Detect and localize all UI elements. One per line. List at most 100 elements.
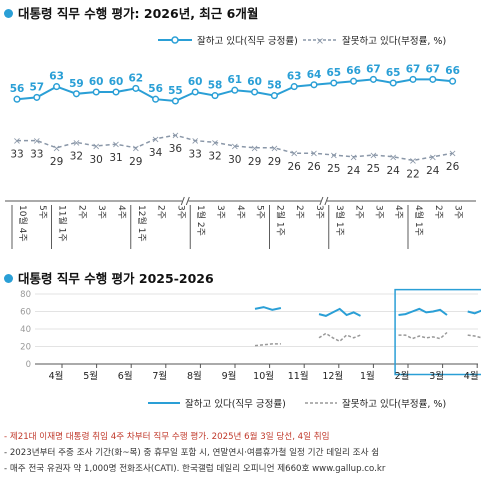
negative-point: × <box>191 136 199 147</box>
x-tick-label: 7월 <box>152 370 167 382</box>
positive-point <box>171 97 179 105</box>
negative-point: × <box>310 149 318 160</box>
bullet-dot-icon <box>4 274 13 283</box>
positive-data-label: 59 <box>69 78 84 90</box>
x-tick-label: 2주 <box>354 205 365 219</box>
positive-data-label: 56 <box>10 83 25 95</box>
negative-point: × <box>132 143 140 154</box>
x-tick-label: 5월 <box>83 370 98 382</box>
footnote-2: - 2023년부터 주중 조사 기간(화~목) 중 휴무일 포함 시, 연말연시… <box>4 448 380 458</box>
negative-data-label: 33 <box>30 149 43 161</box>
negative-data-label: 26 <box>307 161 321 173</box>
positive-data-label: 58 <box>267 80 282 92</box>
axis-break-mark <box>180 196 185 206</box>
x-tick-label: 3주 <box>215 205 226 219</box>
negative-data-label: 25 <box>367 163 380 175</box>
positive-data-label: 56 <box>148 83 163 95</box>
x-tick-label: 10월 <box>253 370 274 382</box>
x-tick-label: 9월 <box>222 370 237 382</box>
negative-data-label: 32 <box>70 150 83 162</box>
x-tick-label: 3월 <box>429 370 444 382</box>
negative-point: × <box>72 138 80 149</box>
positive-data-label: 67 <box>425 63 440 75</box>
negative-series-line <box>398 331 448 340</box>
x-tick-label: 2주 <box>76 205 87 219</box>
positive-point <box>409 75 417 83</box>
positive-point <box>231 86 239 94</box>
x-tick-label: 2월 <box>395 370 410 382</box>
x-tick-label: 10월 4주 <box>17 205 29 242</box>
negative-series-line <box>254 343 281 347</box>
negative-point: × <box>33 136 41 147</box>
chart2-title: 대통령 직무 수행 평가 2025-2026 <box>4 268 214 287</box>
bullet-dot-icon <box>4 9 13 18</box>
negative-point: × <box>270 143 278 154</box>
chart1-title: 대통령 직무 수행 평가: 2026년, 최근 6개월 <box>4 3 258 22</box>
positive-point <box>449 77 457 85</box>
x-tick-label: 8월 <box>187 370 202 382</box>
negative-data-label: 29 <box>268 156 281 168</box>
x-tick-label: 12월 1주 <box>136 205 148 242</box>
legend-positive-label: 잘하고 있다(직무 긍정률) <box>185 398 286 410</box>
axis-break-mark <box>324 196 329 206</box>
chart1-svg: 잘하고 있다(직무 긍정률) × 잘못하고 있다(부정률, %) 56 57 63 59 60… <box>5 35 476 249</box>
negative-data-label: 29 <box>129 156 142 168</box>
positive-data-label: 62 <box>128 72 143 84</box>
negative-data-label: 24 <box>387 165 401 177</box>
negative-point: × <box>171 131 179 142</box>
positive-series-line <box>398 307 448 316</box>
negative-point: × <box>349 152 357 163</box>
negative-data-label: 22 <box>406 168 419 180</box>
y-tick-label: 20 <box>20 343 31 353</box>
x-tick-label: 1월 <box>360 370 375 382</box>
x-tick-label: 3월 1주 <box>334 205 346 236</box>
negative-point: × <box>290 149 298 160</box>
legend-negative-marker: × <box>316 36 324 47</box>
highlight-box <box>394 288 481 376</box>
y-tick-label: 40 <box>20 325 31 335</box>
y-tick-label: 60 <box>20 308 31 318</box>
negative-point: × <box>448 149 456 160</box>
negative-point: × <box>250 143 258 154</box>
positive-point <box>270 92 278 100</box>
negative-series-line <box>318 332 361 343</box>
positive-point <box>132 84 140 92</box>
negative-data-label: 29 <box>50 156 63 168</box>
positive-point <box>13 95 21 103</box>
negative-data-label: 34 <box>149 147 163 159</box>
x-tick-label: 6월 <box>118 370 133 382</box>
positive-series-line <box>318 307 361 317</box>
positive-data-label: 65 <box>386 67 401 79</box>
positive-point <box>350 77 358 85</box>
x-tick-label: 4주 <box>393 205 404 219</box>
legend-negative-label: 잘못하고 있다(부정률, %) <box>342 398 446 410</box>
negative-data-label: 36 <box>169 143 183 155</box>
x-tick-label: 2주 <box>156 205 167 219</box>
positive-data-label: 57 <box>29 81 44 93</box>
negative-data-label: 30 <box>228 154 241 166</box>
negative-data-label: 33 <box>189 149 202 161</box>
y-tick-label: 80 <box>20 290 31 300</box>
axis-break-mark <box>319 196 324 206</box>
positive-data-label: 66 <box>346 65 361 77</box>
positive-series-line <box>254 306 282 311</box>
y-tick-label: 0 <box>26 360 31 370</box>
positive-point <box>369 75 377 83</box>
positive-point <box>191 88 199 96</box>
x-tick-label: 11월 1주 <box>57 205 69 242</box>
negative-point: × <box>231 142 239 153</box>
negative-point: × <box>112 140 120 151</box>
negative-point: × <box>151 134 159 145</box>
negative-point: × <box>52 143 60 154</box>
negative-point: × <box>389 152 397 163</box>
positive-point <box>310 81 318 89</box>
positive-data-label: 60 <box>188 76 203 88</box>
negative-point: × <box>330 151 338 162</box>
negative-data-label: 24 <box>426 165 440 177</box>
positive-point <box>389 79 397 87</box>
negative-data-label: 26 <box>446 161 460 173</box>
x-tick-label: 12월 <box>322 370 343 382</box>
positive-data-label: 55 <box>168 85 183 97</box>
negative-point: × <box>13 136 21 147</box>
positive-data-label: 66 <box>445 65 460 77</box>
